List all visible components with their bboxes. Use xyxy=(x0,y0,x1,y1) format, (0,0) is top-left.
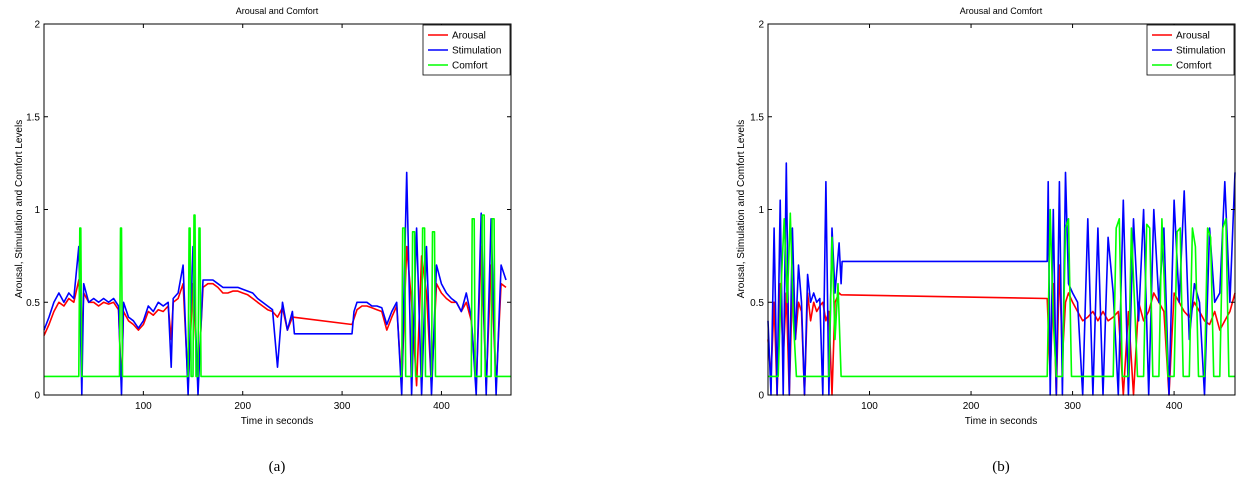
chart-panel-a: Arousal and Comfort 100 200 300 400 0 0.5 1 1.5… xyxy=(14,6,512,475)
axis-ticks: 100 200 300 400 0 0.5 1 1.5 2 xyxy=(26,20,511,412)
series-line-stimulation xyxy=(43,171,507,396)
legend-label-stimulation: Stimulation xyxy=(1176,46,1225,57)
x-axis-label: Time in seconds xyxy=(965,416,1037,427)
chart-panel-b: Arousal and Comfort 100 200 300 400 0 0.5 1 1.5… xyxy=(736,6,1236,475)
y-tick-label: 0.5 xyxy=(26,298,40,309)
x-tick-label: 200 xyxy=(234,401,251,412)
caption-a: (a) xyxy=(269,459,286,475)
plot-area xyxy=(43,171,511,396)
y-tick-label: 1 xyxy=(758,205,764,216)
series-line-comfort xyxy=(44,214,511,378)
y-axis-label: Arousal, Stimulation and Comfort Levels xyxy=(14,120,25,298)
legend-label-arousal: Arousal xyxy=(452,31,486,42)
legend-label-comfort: Comfort xyxy=(1176,61,1212,72)
plot-area xyxy=(767,162,1236,396)
legend-label-comfort: Comfort xyxy=(452,61,488,72)
x-tick-label: 300 xyxy=(334,401,351,412)
y-tick-label: 1 xyxy=(34,205,40,216)
caption-b: (b) xyxy=(992,459,1010,475)
y-tick-label: 1.5 xyxy=(750,112,764,123)
series-line-comfort xyxy=(768,208,1235,378)
x-tick-label: 200 xyxy=(963,401,980,412)
axes-box xyxy=(43,23,512,396)
x-tick-label: 400 xyxy=(1166,401,1183,412)
chart-title: Arousal and Comfort xyxy=(960,6,1043,16)
legend-label-arousal: Arousal xyxy=(1176,31,1210,42)
y-tick-label: 0 xyxy=(34,391,40,402)
x-tick-label: 100 xyxy=(135,401,152,412)
y-tick-label: 2 xyxy=(758,20,764,31)
y-tick-label: 2 xyxy=(34,20,40,31)
x-tick-label: 100 xyxy=(861,401,878,412)
chart-title: Arousal and Comfort xyxy=(236,6,319,16)
y-tick-label: 0 xyxy=(758,391,764,402)
y-axis-label: Arousal, Stimulation and Comfort Levels xyxy=(736,120,747,298)
legend: Arousal Stimulation Comfort xyxy=(422,24,511,76)
x-tick-label: 300 xyxy=(1064,401,1081,412)
x-axis-label: Time in seconds xyxy=(241,416,313,427)
y-tick-label: 1.5 xyxy=(26,112,40,123)
x-tick-label: 400 xyxy=(433,401,450,412)
series-line-stimulation xyxy=(767,162,1236,396)
legend: Arousal Stimulation Comfort xyxy=(1146,24,1235,76)
y-tick-label: 0.5 xyxy=(750,298,764,309)
legend-label-stimulation: Stimulation xyxy=(452,46,501,57)
